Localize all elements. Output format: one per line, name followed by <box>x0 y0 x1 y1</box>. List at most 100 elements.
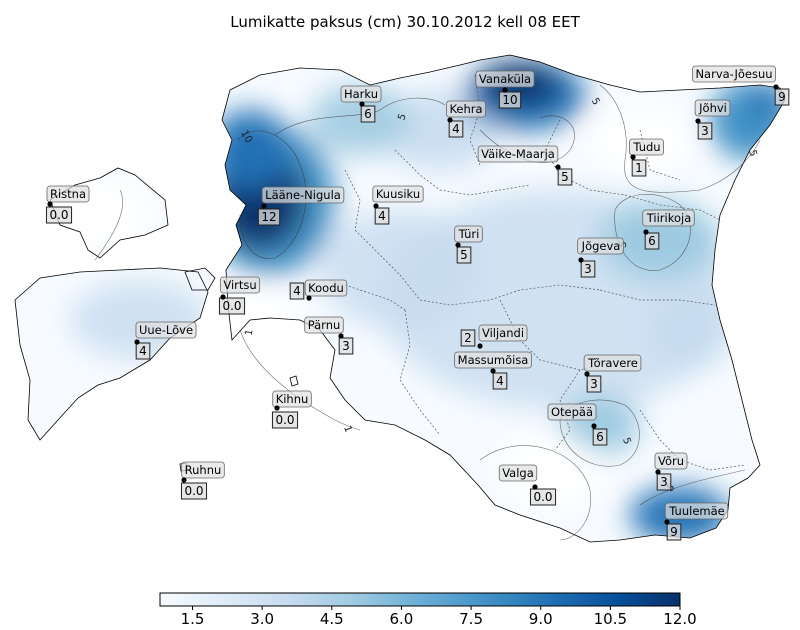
station-name-box <box>181 461 225 479</box>
station: Jõhvi 3 <box>694 99 731 140</box>
station-marker <box>47 201 53 207</box>
station-marker <box>555 164 561 170</box>
station-value-box <box>774 88 790 106</box>
station-value: 2 <box>464 331 472 345</box>
station: Türi 5 <box>454 225 483 264</box>
colorbar-tick-label: 3.0 <box>250 610 274 628</box>
station-marker <box>274 405 280 411</box>
station-name: Türi <box>458 227 480 241</box>
station-value-box <box>498 91 522 109</box>
station-value: 3 <box>584 262 592 276</box>
station-value-box <box>460 329 476 347</box>
station-value-box <box>592 428 608 446</box>
station-name-box <box>304 279 348 297</box>
station-name-box <box>664 502 729 520</box>
station-value-box <box>360 105 376 123</box>
station-value-box <box>289 282 305 300</box>
station-value-box <box>218 297 246 315</box>
station-value: 9 <box>778 90 786 104</box>
station: Võru 3 <box>654 452 688 491</box>
station: Uue-Lõve 4 <box>134 321 197 360</box>
station-name-box <box>642 209 695 227</box>
station-name-box <box>629 138 664 156</box>
station-value-box <box>529 488 557 506</box>
station-value-box <box>456 246 472 264</box>
station-name: Tudu <box>632 140 660 154</box>
station-value-box <box>656 473 672 491</box>
station: Narva-Jõesuu 9 <box>692 65 790 106</box>
station-name: Väike-Maarja <box>481 147 555 161</box>
station-value-box <box>448 120 464 138</box>
station-name: Valga <box>502 466 534 480</box>
station-name-box <box>135 321 197 339</box>
station-marker <box>181 477 187 483</box>
station-name: Tiirikoja <box>646 211 692 225</box>
station-value-box <box>697 122 713 140</box>
station: Valga 0.0 <box>498 464 557 506</box>
station-value: 0.0 <box>275 413 294 427</box>
map-title: Lumikatte paksus (cm) 30.10.2012 kell 08… <box>230 13 580 31</box>
colorbar-tick-label: 4.5 <box>320 610 344 628</box>
station-value: 1 <box>635 161 643 175</box>
station-value: 0.0 <box>49 208 68 222</box>
station-value-box <box>644 232 660 250</box>
station-name: Jõgeva <box>581 239 621 253</box>
station-value: 4 <box>452 122 460 136</box>
contour-label: 1 <box>244 328 256 336</box>
station: Väike-Maarja 5 <box>477 145 573 186</box>
station-name: Tuulemäe <box>668 504 724 518</box>
station-value: 4 <box>496 374 504 388</box>
colorbar-tick-label: 9.0 <box>529 610 553 628</box>
station-value-box <box>631 159 647 177</box>
station-name-box <box>46 185 90 203</box>
station-name-box <box>446 100 486 118</box>
station: Ristna 0.0 <box>45 185 90 224</box>
station: Koodu 4 <box>289 279 348 301</box>
weather-stations: Vanaküla 10 Narva-Jõesuu 9 Harku 6 Kehra 4 Jõhvi… <box>45 65 790 541</box>
station: Tuulemäe 9 <box>664 502 729 541</box>
station: Tiirikoja 6 <box>642 209 695 250</box>
contour-label: 5 <box>589 96 602 107</box>
station-marker <box>773 84 779 90</box>
station-name: Ruhnu <box>185 463 222 477</box>
station: Harku 6 <box>340 85 382 123</box>
station-marker <box>490 368 496 374</box>
station-value: 12 <box>261 210 276 224</box>
station-value: 5 <box>460 248 468 262</box>
station-name-box <box>304 316 344 334</box>
station-name-box <box>498 464 538 482</box>
station-name-box <box>547 403 597 421</box>
station-value: 0.0 <box>222 299 241 313</box>
station-marker <box>134 339 140 345</box>
contour-lines <box>94 84 761 541</box>
station-name: Vanaküla <box>479 72 531 86</box>
station-marker <box>359 101 365 107</box>
station-value-box <box>666 523 682 541</box>
contour-label: 1 <box>341 424 354 434</box>
station: Ruhnu 0.0 <box>180 461 225 500</box>
station: Kihnu 0.0 <box>271 390 312 429</box>
station-value: 3 <box>590 377 598 391</box>
station-value: 6 <box>596 430 604 444</box>
station-value-box <box>374 207 390 225</box>
station-marker <box>477 343 483 349</box>
station-value: 3 <box>342 339 350 353</box>
station-marker <box>306 295 312 301</box>
colorbar: 1.5 3.0 4.5 6.0 7.5 9.0 10.5 12.0 <box>159 592 697 628</box>
colorbar-tick-label: 7.5 <box>459 610 483 628</box>
station-value-box <box>492 372 508 390</box>
station-value-box <box>45 206 73 224</box>
station: Virtsu 0.0 <box>218 276 261 315</box>
station-value-box <box>180 482 208 500</box>
station-value: 4 <box>293 284 301 298</box>
colorbar-bar <box>159 592 681 607</box>
station-value-box <box>271 411 299 429</box>
station-name: Narva-Jõesuu <box>695 67 772 81</box>
station: Vanaküla 10 <box>475 70 535 109</box>
station: Jõgeva 3 <box>577 237 624 278</box>
station-marker <box>373 203 379 209</box>
station-name: Kehra <box>449 102 482 116</box>
station: Lääne-Nigula 12 <box>257 186 345 226</box>
station-marker <box>591 423 597 429</box>
